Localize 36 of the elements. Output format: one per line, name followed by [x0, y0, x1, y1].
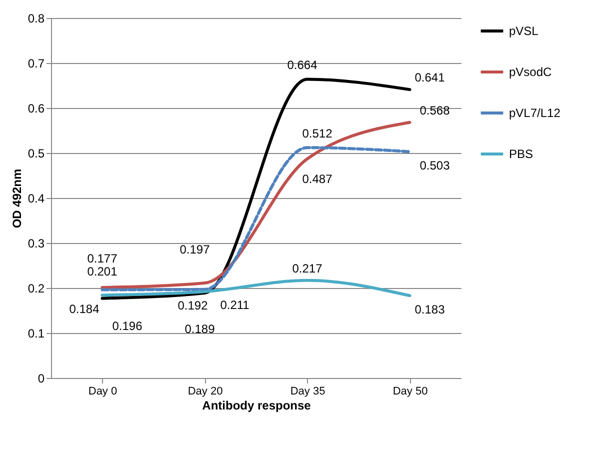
- data-label: 0.201: [87, 264, 118, 279]
- x-tick-label: Day 50: [392, 386, 428, 398]
- data-label: 0.664: [287, 58, 318, 72]
- y-tick-label: 0.8: [28, 12, 45, 26]
- x-axis-title: Antibody response: [202, 398, 312, 412]
- x-tick-label: Day 0: [88, 386, 118, 398]
- y-tick-label: 0.3: [28, 236, 45, 250]
- data-label: 0.217: [292, 261, 323, 276]
- data-label: 0.183: [414, 302, 446, 317]
- legend-label: pVL7/L12: [509, 106, 561, 120]
- y-tick-label: 0.4: [28, 192, 45, 206]
- data-label: 0.641: [414, 70, 446, 85]
- data-label: 0.568: [420, 103, 450, 118]
- data-label: 0.196: [112, 318, 143, 333]
- data-label: 0.487: [302, 172, 333, 186]
- y-tick-label: 0: [38, 372, 45, 386]
- x-tick-label: Day 35: [290, 386, 326, 398]
- data-label: 0.177: [87, 251, 118, 266]
- data-label: 0.503: [420, 158, 450, 173]
- y-tick-label: 0.2: [28, 282, 45, 296]
- y-tick-label: 0.1: [28, 326, 45, 340]
- data-label: 0.197: [180, 242, 210, 256]
- y-tick-label: 0.6: [28, 102, 45, 116]
- y-tick-label: 0.7: [28, 56, 45, 70]
- y-tick-label: 0.5: [28, 146, 45, 160]
- legend-label: pVsodC: [509, 65, 552, 79]
- legend-label: PBS: [509, 147, 534, 161]
- y-axis-title: OD 492nm: [10, 168, 24, 228]
- data-label: 0.189: [184, 322, 216, 336]
- legend-label: pVSL: [509, 24, 539, 38]
- data-label: 0.192: [178, 298, 208, 313]
- data-label: 0.184: [69, 302, 100, 316]
- x-tick-label: Day 20: [188, 386, 223, 398]
- data-label: 0.211: [220, 298, 250, 312]
- line-series: [100, 278, 412, 298]
- data-label: 0.512: [302, 126, 333, 141]
